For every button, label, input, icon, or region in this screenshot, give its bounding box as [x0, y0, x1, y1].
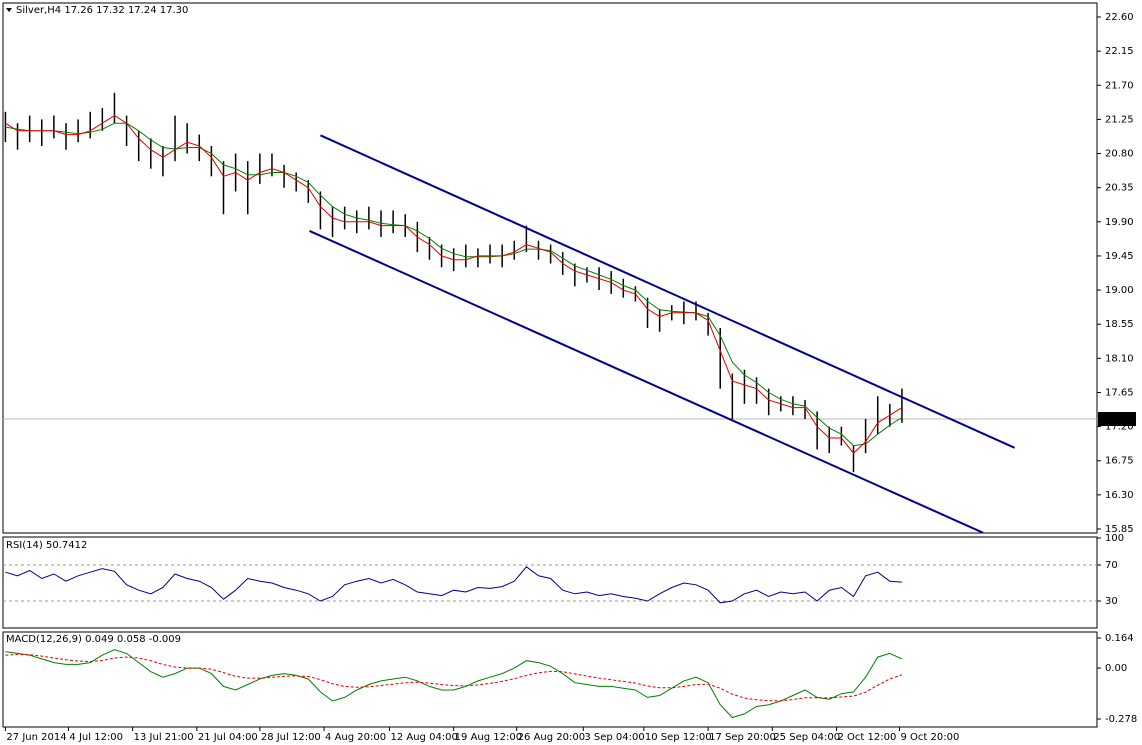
- y-tick-label: 30: [1105, 596, 1118, 607]
- y-tick-label: 20.80: [1105, 149, 1134, 160]
- y-tick-label: 17.65: [1105, 387, 1134, 398]
- trend-line: [309, 229, 984, 533]
- moving-average: [5, 115, 903, 454]
- x-tick-label: 4 Jul 12:00: [69, 732, 123, 743]
- y-tick-label: 100: [1105, 533, 1124, 544]
- y-tick-label: 18.10: [1105, 353, 1134, 364]
- last-price-box: [1098, 412, 1136, 427]
- y-tick-label: 70: [1105, 560, 1118, 571]
- x-tick-label: 4 Aug 20:00: [325, 732, 386, 743]
- trend-line: [320, 134, 1016, 449]
- y-tick-label: 19.90: [1105, 217, 1134, 228]
- y-tick-label: 0.164: [1105, 633, 1134, 644]
- y-tick-label: 16.30: [1105, 490, 1134, 501]
- macd-panel: [2, 631, 1098, 728]
- moving-average: [5, 122, 903, 447]
- y-tick-label: 19.45: [1105, 251, 1134, 262]
- y-tick-label: 21.25: [1105, 114, 1134, 125]
- x-tick-label: 2 Oct 12:00: [838, 732, 897, 743]
- x-tick-label: 17 Sep 20:00: [709, 732, 776, 743]
- macd-line: [5, 649, 903, 719]
- x-tick-label: 21 Jul 04:00: [198, 732, 258, 743]
- y-tick-label: 0.00: [1105, 663, 1127, 674]
- macd-label: MACD(12,26,9) 0.049 0.058 -0.009: [6, 634, 181, 645]
- x-tick-label: 12 Aug 04:00: [390, 732, 457, 743]
- x-tick-label: 27 Jun 2014: [6, 732, 66, 743]
- main-panel: [2, 2, 1098, 534]
- y-tick-label: 22.60: [1105, 12, 1134, 23]
- y-tick-label: 17.20: [1105, 422, 1134, 433]
- y-tick-label: 19.00: [1105, 285, 1134, 296]
- symbol-arrow: [6, 8, 12, 12]
- x-tick-label: 9 Oct 20:00: [901, 732, 960, 743]
- x-tick-label: 28 Jul 12:00: [261, 732, 321, 743]
- y-tick-label: 20.35: [1105, 183, 1134, 194]
- y-tick-label: 21.70: [1105, 80, 1134, 91]
- y-tick-label: 22.15: [1105, 46, 1134, 57]
- last-price-label: 17.30: [1105, 414, 1134, 425]
- y-tick-label: 18.55: [1105, 319, 1134, 330]
- y-tick-label: 16.75: [1105, 456, 1134, 467]
- x-tick-label: 25 Sep 04:00: [773, 732, 840, 743]
- rsi-panel: [2, 536, 1098, 629]
- rsi-line: [5, 566, 902, 604]
- x-tick-label: 10 Sep 12:00: [645, 732, 712, 743]
- rsi-label: RSI(14) 50.7412: [6, 540, 87, 551]
- x-tick-label: 13 Jul 21:00: [134, 732, 194, 743]
- y-tick-label: -0.278: [1105, 714, 1137, 725]
- x-tick-label: 19 Aug 12:00: [455, 732, 522, 743]
- x-tick-label: 26 Aug 20:00: [518, 732, 585, 743]
- macd-signal: [5, 653, 903, 702]
- x-tick-label: 3 Sep 04:00: [584, 732, 644, 743]
- y-tick-label: 15.85: [1105, 524, 1134, 535]
- chart-title: Silver,H4 17.26 17.32 17.24 17.30: [16, 5, 188, 16]
